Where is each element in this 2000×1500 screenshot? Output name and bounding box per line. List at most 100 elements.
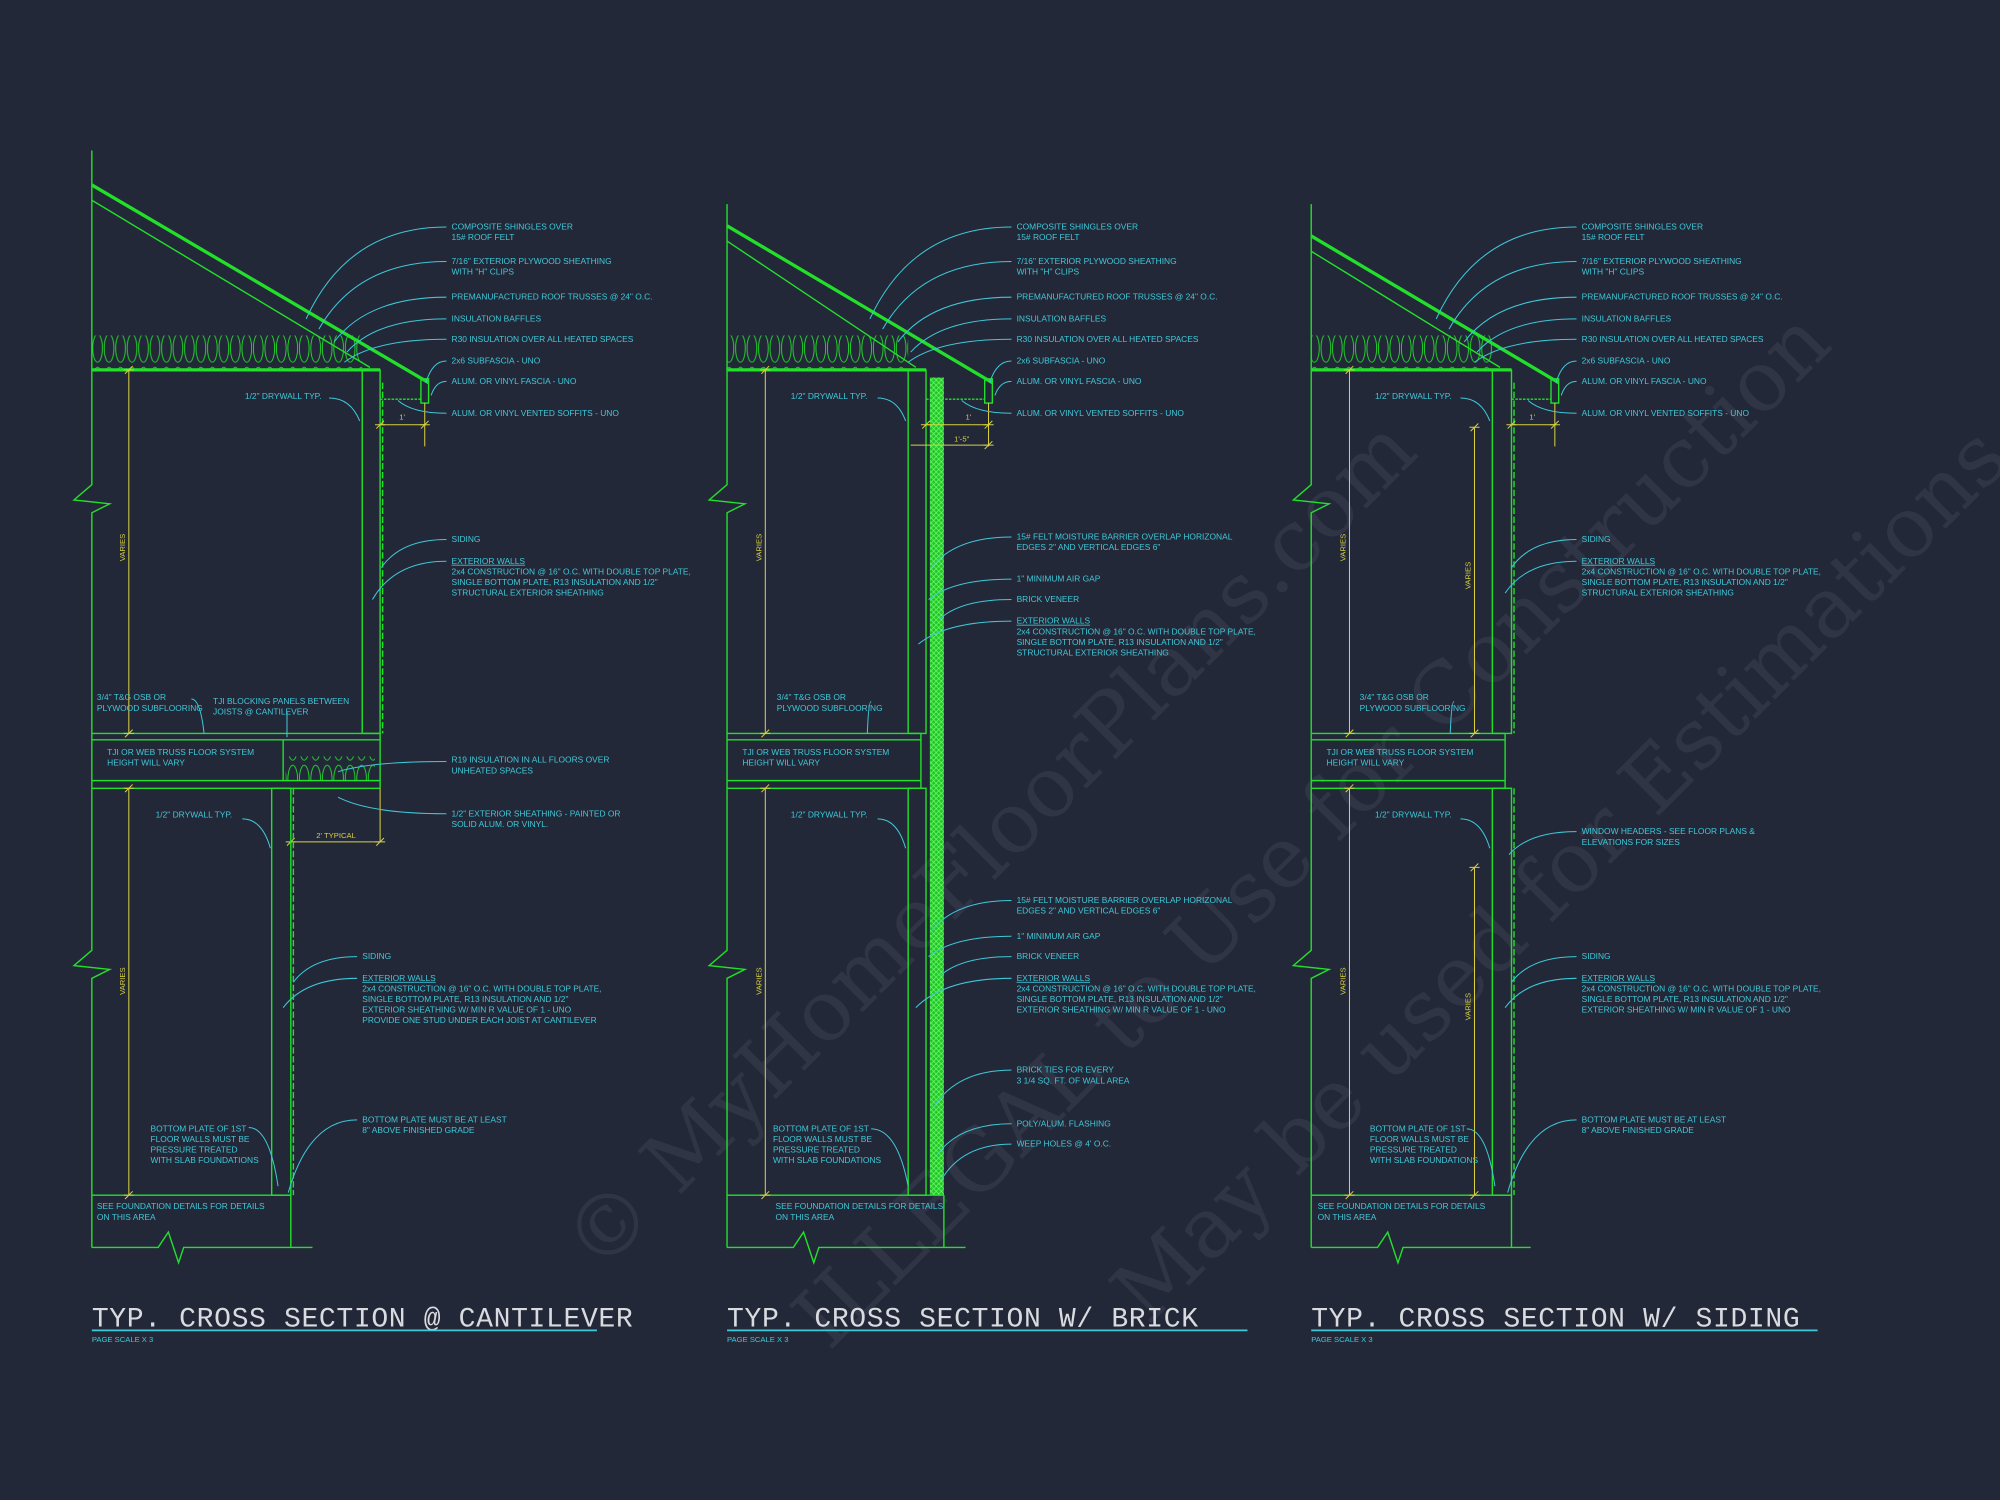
- leader-line: [282, 977, 358, 1008]
- note-text: 1/2" DRYWALL TYP.: [1375, 391, 1452, 401]
- note-line: FLOOR WALLS MUST BE: [1370, 1134, 1469, 1144]
- note-exterior-walls-lower: EXTERIOR WALLS 2x4 CONSTRUCTION @ 16" O.C…: [915, 973, 1256, 1015]
- note-r19: R19 INSULATION IN ALL FLOORS OVER UNHEATE…: [337, 755, 610, 776]
- note-line: 2x6 SUBFASCIA - UNO: [452, 356, 541, 366]
- note-text: WINDOW HEADERS - SEE FLOOR PLANS & ELEVAT…: [1582, 826, 1756, 847]
- note-line: INSULATION BAFFLES: [1017, 313, 1107, 323]
- note-text: EXTERIOR WALLS 2x4 CONSTRUCTION @ 16" O.C…: [1582, 973, 1821, 1015]
- leader-line: [397, 400, 447, 414]
- note-text: EXTERIOR WALLS 2x4 CONSTRUCTION @ 16" O.C…: [1582, 556, 1821, 598]
- note-line: EXTERIOR WALLS: [1582, 973, 1656, 983]
- note-line: EXTERIOR WALLS: [1017, 616, 1091, 626]
- note-line: ALUM. OR VINYL FASCIA - UNO: [452, 376, 577, 386]
- note-text: COMPOSITE SHINGLES OVER 15# ROOF FELT: [452, 222, 573, 243]
- note-fascia: ALUM. OR VINYL FASCIA - UNO: [430, 376, 577, 396]
- note-floor-system: TJI OR WEB TRUSS FLOOR SYSTEM HEIGHT WILL…: [107, 747, 254, 768]
- note-line: EXTERIOR WALLS: [1582, 556, 1656, 566]
- leader-line: [940, 1143, 1012, 1181]
- note-line: 1/2" DRYWALL TYP.: [791, 810, 868, 820]
- note-line: WINDOW HEADERS - SEE FLOOR PLANS &: [1582, 826, 1756, 836]
- page-scale: PAGE SCALE X 3: [727, 1335, 788, 1344]
- leader-line: [907, 338, 1012, 363]
- note-line: 2x4 CONSTRUCTION @ 16" O.C. WITH DOUBLE …: [1582, 983, 1821, 993]
- note-text: EXTERIOR WALLS 2x4 CONSTRUCTION @ 16" O.C…: [1017, 973, 1256, 1015]
- note-text: 1/2" DRYWALL TYP.: [156, 810, 233, 820]
- note-text: ALUM. OR VINYL VENTED SOFFITS - UNO: [1582, 408, 1750, 418]
- note-line: 2x6 SUBFASCIA - UNO: [1582, 356, 1671, 366]
- cantilever-dimension: [290, 788, 381, 843]
- note-line: WITH SLAB FOUNDATIONS: [151, 1155, 260, 1165]
- note-grade: BOTTOM PLATE MUST BE AT LEAST 8" ABOVE FI…: [287, 1114, 507, 1193]
- note-line: SIDING: [1582, 534, 1611, 544]
- note-drywall-upper: 1/2" DRYWALL TYP.: [245, 391, 361, 422]
- note-foundation: SEE FOUNDATION DETAILS FOR DETAILS ON THI…: [776, 1201, 944, 1222]
- leader-line: [1463, 296, 1577, 343]
- leader-line: [1460, 818, 1491, 849]
- note-soffit-sheathing: 1/2" EXTERIOR SHEATHING - PAINTED OR SOLI…: [337, 796, 620, 829]
- note-text: WEEP HOLES @ 4' O.C.: [1017, 1139, 1112, 1149]
- floor-system: [91, 732, 381, 789]
- note-fascia: ALUM. OR VINYL FASCIA - UNO: [1560, 376, 1707, 396]
- note-line: EDGES 2" AND VERTICAL EDGES 6": [1017, 542, 1161, 552]
- leader-line: [242, 818, 271, 849]
- section-panel-1: 1' 2' TYPICAL VARIES VARIES COMPOSITE SHINGL…: [72, 150, 691, 1344]
- note-line: EXTERIOR SHEATHING W/ MIN R VALUE OF 1 -…: [1017, 1005, 1226, 1015]
- note-text: EXTERIOR WALLS 2x4 CONSTRUCTION @ 16" O.C…: [362, 973, 601, 1025]
- note-line: WITH SLAB FOUNDATIONS: [1370, 1155, 1479, 1165]
- note-line: EXTERIOR WALLS: [362, 973, 436, 983]
- note-line: STRUCTURAL EXTERIOR SHEATHING: [1017, 647, 1169, 657]
- note-line: 1" MINIMUM AIR GAP: [1017, 574, 1101, 584]
- note-text: 1" MINIMUM AIR GAP: [1017, 931, 1101, 941]
- leader-line: [869, 226, 1012, 320]
- note-text: R30 INSULATION OVER ALL HEATED SPACES: [452, 334, 634, 344]
- note-fascia: ALUM. OR VINYL FASCIA - UNO: [994, 376, 1142, 396]
- note-line: SEE FOUNDATION DETAILS FOR DETAILS: [1318, 1201, 1486, 1211]
- note-floor-system: TJI OR WEB TRUSS FLOOR SYSTEM HEIGHT WILL…: [1327, 747, 1474, 768]
- note-drywall-upper: 1/2" DRYWALL TYP.: [791, 391, 907, 422]
- note-line: SIDING: [452, 534, 481, 544]
- leader-line: [937, 1123, 1012, 1155]
- note-line: PRESSURE TREATED: [773, 1145, 860, 1155]
- note-line: EXTERIOR WALLS: [1017, 973, 1091, 983]
- note-line: 1/2" DRYWALL TYP.: [1375, 810, 1452, 820]
- note-line: ELEVATIONS FOR SIZES: [1582, 837, 1681, 847]
- note-brick-lower: BRICK VENEER: [939, 951, 1079, 977]
- note-text: BOTTOM PLATE MUST BE AT LEAST 8" ABOVE FI…: [1582, 1114, 1726, 1135]
- leader-line: [337, 760, 447, 773]
- note-line: WEEP HOLES @ 4' O.C.: [1017, 1139, 1112, 1149]
- note-line: TJI OR WEB TRUSS FLOOR SYSTEM: [107, 747, 254, 757]
- note-line: PROVIDE ONE STUD UNDER EACH JOIST AT CAN…: [362, 1015, 596, 1025]
- overhang-dimension: [380, 403, 426, 447]
- note-text: SIDING: [1582, 534, 1611, 544]
- note-line: INSULATION BAFFLES: [452, 313, 542, 323]
- note-text: ALUM. OR VINYL FASCIA - UNO: [452, 376, 577, 386]
- note-text: 2x6 SUBFASCIA - UNO: [1017, 356, 1106, 366]
- note-line: 15# ROOF FELT: [1017, 232, 1080, 242]
- note-brick-ties: BRICK TIES FOR EVERY 3 1/4 SQ. FT. OF WAL…: [933, 1065, 1130, 1108]
- note-subfascia: 2x6 SUBFASCIA - UNO: [989, 356, 1106, 383]
- note-text: 2x6 SUBFASCIA - UNO: [1582, 356, 1671, 366]
- note-text: BOTTOM PLATE OF 1ST FLOOR WALLS MUST BE PR…: [773, 1123, 882, 1165]
- note-line: SIDING: [362, 951, 391, 961]
- leader-line: [918, 620, 1012, 645]
- note-text: ALUM. OR VINYL VENTED SOFFITS - UNO: [1017, 408, 1185, 418]
- note-line: SINGLE BOTTOM PLATE, R13 INSULATION AND …: [1017, 637, 1223, 647]
- note-text: TJI BLOCKING PANELS BETWEEN JOISTS @ CANT…: [213, 696, 349, 717]
- note-text: INSULATION BAFFLES: [1582, 313, 1672, 323]
- note-text: BRICK TIES FOR EVERY 3 1/4 SQ. FT. OF WAL…: [1017, 1065, 1130, 1086]
- dimension-overhang: 1': [1529, 413, 1535, 422]
- note-line: 7/16" EXTERIOR PLYWOOD SHEATHING: [452, 256, 612, 266]
- dimension-varies-upper-window: VARIES: [1464, 562, 1473, 589]
- note-text: 1" MINIMUM AIR GAP: [1017, 574, 1101, 584]
- leader-line: [877, 818, 907, 849]
- note-line: SOLID ALUM. OR VINYL.: [452, 819, 549, 829]
- note-text: SEE FOUNDATION DETAILS FOR DETAILS ON THI…: [776, 1201, 944, 1222]
- note-text: R19 INSULATION IN ALL FLOORS OVER UNHEATE…: [452, 755, 610, 776]
- leader-line: [287, 1119, 358, 1193]
- note-line: PRESSURE TREATED: [1370, 1145, 1457, 1155]
- ceiling-insulation: [1311, 335, 1493, 369]
- note-line: 1/2" DRYWALL TYP.: [1375, 391, 1452, 401]
- note-text: BOTTOM PLATE OF 1ST FLOOR WALLS MUST BE PR…: [151, 1123, 260, 1165]
- floor-insulation: [285, 756, 375, 781]
- note-text: INSULATION BAFFLES: [452, 313, 542, 323]
